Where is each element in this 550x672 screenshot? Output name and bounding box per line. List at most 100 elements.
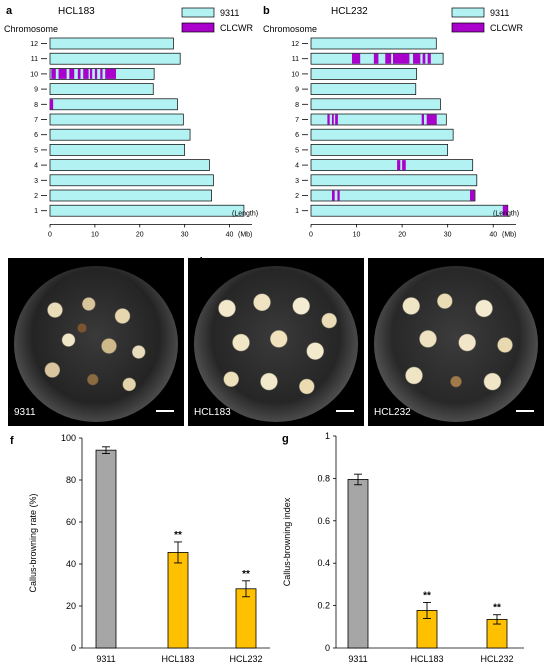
clcwr-segment [502, 205, 508, 216]
clcwr-segment [58, 68, 67, 79]
clcwr-segment [69, 68, 75, 79]
clcwr-segment [469, 190, 475, 201]
chromosome-bar [49, 113, 184, 126]
panel-letter: b [263, 5, 270, 17]
legend-label: CLCWR [490, 23, 523, 33]
clcwr-segment [402, 160, 406, 171]
y-tick-label: 0.6 [317, 516, 330, 526]
bar [347, 479, 369, 649]
chromosome-label: 11 [292, 56, 299, 63]
chromosome-bar [310, 144, 449, 156]
petri-dish-photo-hcl232: HCL232 [368, 258, 544, 426]
x-tick-label: 9311 [96, 654, 115, 664]
significance-mark: ** [242, 569, 250, 580]
chromosome-label: 11 [31, 56, 38, 63]
panel-letter: a [6, 5, 13, 17]
y-tick-label: 40 [66, 559, 76, 569]
chromosome-label: 3 [34, 178, 38, 185]
chromosome-bar [49, 128, 191, 141]
y-tick-label: 0.8 [317, 473, 330, 483]
y-tick-label: 100 [61, 433, 76, 443]
panel-title: HCL183 [58, 6, 95, 17]
chromosome-bar [49, 174, 214, 187]
clcwr-segment [77, 68, 81, 79]
x-tick-label: 0 [309, 231, 313, 238]
x-tick-label: 20 [136, 231, 144, 238]
chromosome-label: 12 [30, 41, 38, 48]
chromosome-map-hcl232: b HCL232Chromosome9311CLCWR12345678910111… [263, 5, 523, 238]
chromosome-label: 7 [34, 117, 38, 124]
legend-label: CLCWR [220, 23, 253, 33]
clcwr-segment [413, 53, 421, 64]
x-axis-unit: (Mb) [238, 231, 252, 238]
clcwr-segment [385, 53, 392, 64]
callus-cluster [386, 284, 526, 406]
chromosome-bar [310, 128, 454, 141]
chromosome-label: 2 [34, 193, 38, 200]
x-tick-label: 10 [353, 231, 361, 238]
x-tick-label: HCL232 [229, 654, 262, 664]
chromosome-bar [310, 159, 474, 171]
y-tick-label: 1 [325, 431, 330, 441]
petri-dish-photo-9311: 9311 [8, 258, 184, 426]
scale-bar [156, 410, 174, 412]
callus-cluster [28, 286, 163, 406]
chromosome-label: 6 [34, 132, 38, 139]
y-axis-label: Chromosome [263, 24, 317, 34]
clcwr-segment [421, 114, 424, 125]
chromosome-label: 8 [295, 102, 299, 109]
legend-swatch [181, 22, 215, 33]
callus-cluster [206, 284, 346, 406]
chromosome-label: 6 [295, 132, 299, 139]
y-axis-label: Chromosome [4, 24, 58, 34]
chromosome-label: 4 [295, 163, 299, 170]
x-tick-label: 30 [444, 231, 452, 238]
photo-label: 9311 [14, 407, 36, 418]
legend-label: 9311 [490, 8, 509, 18]
chromosome-map-hcl183: a HCL183Chromosome9311CLCWR12345678910111… [4, 5, 258, 238]
chromosome-label: 5 [295, 147, 299, 154]
clcwr-segment [83, 68, 89, 79]
significance-mark: ** [174, 530, 182, 541]
y-tick-label: 80 [66, 475, 76, 485]
x-tick-label: HCL183 [161, 654, 194, 664]
chromosome-bar [310, 113, 447, 126]
clcwr-segment [337, 190, 340, 201]
clcwr-segment [50, 99, 54, 110]
panel-title: HCL232 [331, 6, 368, 17]
clcwr-segment [352, 53, 361, 64]
chromosome-label: 10 [291, 71, 299, 78]
clcwr-segment [393, 53, 410, 64]
y-axis-label: Callus-browning index [282, 497, 292, 586]
legend-swatch [451, 7, 485, 18]
chromosome-label: 4 [34, 163, 38, 170]
chromosome-label: 1 [34, 208, 38, 215]
chromosome-bar [310, 204, 509, 217]
bar [235, 588, 257, 649]
scale-bar [516, 410, 534, 412]
clcwr-segment [51, 68, 56, 79]
chromosome-bar [310, 189, 476, 202]
browning-rate-chart: f 0 20 40 60 80 100 Callus-browning rate (%) 931… [10, 433, 270, 664]
x-axis-label: (Length) [232, 210, 258, 217]
legend-swatch [181, 7, 215, 18]
chromosome-label: 5 [34, 147, 38, 154]
chromosome-bar [49, 159, 210, 171]
petri-dish-photo-hcl183: HCL183 [188, 258, 364, 426]
y-tick-label: 0 [71, 643, 76, 653]
chromosome-bar [49, 204, 245, 217]
x-tick-label: 0 [48, 231, 52, 238]
chromosome-bar [310, 98, 441, 111]
y-tick-label: 0 [325, 643, 330, 653]
chromosome-bar [310, 68, 418, 80]
x-axis-unit: (Mb) [502, 231, 516, 238]
chromosome-label: 12 [291, 41, 299, 48]
scale-bar [336, 410, 354, 412]
clcwr-segment [331, 114, 334, 125]
panel-letter: f [10, 435, 14, 447]
clcwr-segment [427, 53, 431, 64]
significance-mark: ** [493, 603, 501, 614]
bar [167, 552, 189, 649]
clcwr-segment [397, 160, 401, 171]
panel-letter: g [282, 433, 289, 445]
